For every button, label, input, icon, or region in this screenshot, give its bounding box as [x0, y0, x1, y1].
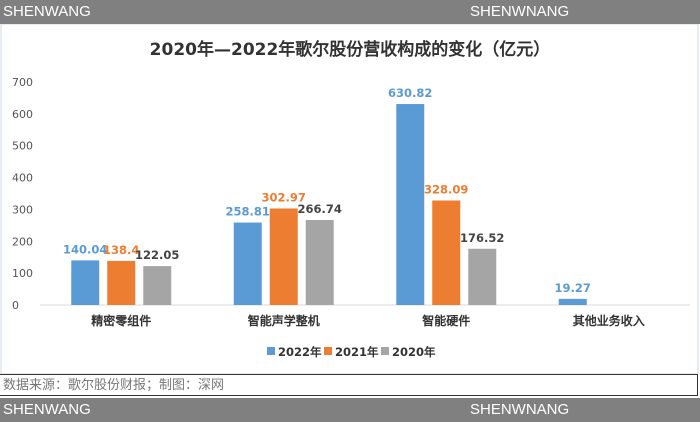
legend-swatch — [267, 347, 275, 355]
data-label: 140.04 — [63, 242, 107, 256]
data-label: 176.52 — [460, 231, 504, 245]
bar — [143, 266, 172, 305]
legend-label: 2022年 — [278, 345, 322, 359]
source-note: 数据来源：歌尔股份财报；制图：深网 — [0, 374, 698, 396]
bar-chart: 2020年—2022年歌尔股份营收构成的变化（亿元） 0 100 200 300 400 5… — [0, 24, 699, 374]
data-label: 122.05 — [135, 248, 179, 262]
chart-frame — [0, 24, 699, 374]
y-tick-label: 700 — [12, 76, 33, 89]
data-label: 258.81 — [226, 205, 270, 219]
legend-swatch — [324, 347, 332, 355]
chart-title: 2020年—2022年歌尔股份营收构成的变化（亿元） — [150, 39, 551, 60]
y-tick-label: 200 — [12, 235, 33, 248]
watermark-banner-bottom: SHENWANG SHENWNANG — [0, 398, 700, 422]
bar — [269, 208, 298, 305]
watermark-banner-top: SHENWANG SHENWNANG — [0, 0, 700, 24]
watermark-right: SHENWNANG — [470, 3, 570, 20]
y-tick-label: 600 — [12, 108, 33, 121]
y-tick-label: 0 — [12, 299, 19, 312]
bar — [558, 298, 587, 305]
legend-swatch — [381, 347, 389, 355]
data-label: 19.27 — [555, 281, 591, 295]
legend-label: 2021年 — [335, 345, 379, 359]
watermark-left: SHENWANG — [3, 3, 91, 20]
bar — [305, 220, 334, 305]
x-tick-label: 精密零组件 — [91, 313, 151, 328]
y-tick-label: 300 — [12, 203, 33, 216]
bar — [107, 260, 136, 305]
bar — [432, 200, 461, 305]
y-tick-label: 100 — [12, 267, 33, 280]
x-tick-label: 智能声学整机 — [247, 313, 320, 328]
data-label: 328.09 — [424, 182, 468, 196]
watermark-left: SHENWANG — [3, 401, 91, 418]
legend-label: 2020年 — [392, 345, 436, 359]
x-tick-label: 其他业务收入 — [573, 313, 645, 328]
bar — [71, 260, 100, 305]
data-label: 302.97 — [262, 190, 306, 204]
x-tick-label: 智能硬件 — [421, 313, 470, 328]
y-tick-label: 400 — [12, 172, 33, 185]
bar — [468, 248, 497, 305]
watermark-right: SHENWNANG — [470, 401, 570, 418]
data-label: 138.4 — [103, 243, 139, 257]
bar — [233, 222, 262, 305]
bar — [396, 104, 425, 305]
data-label: 266.74 — [298, 202, 342, 216]
y-tick-label: 500 — [12, 140, 33, 153]
data-label: 630.82 — [388, 86, 432, 100]
